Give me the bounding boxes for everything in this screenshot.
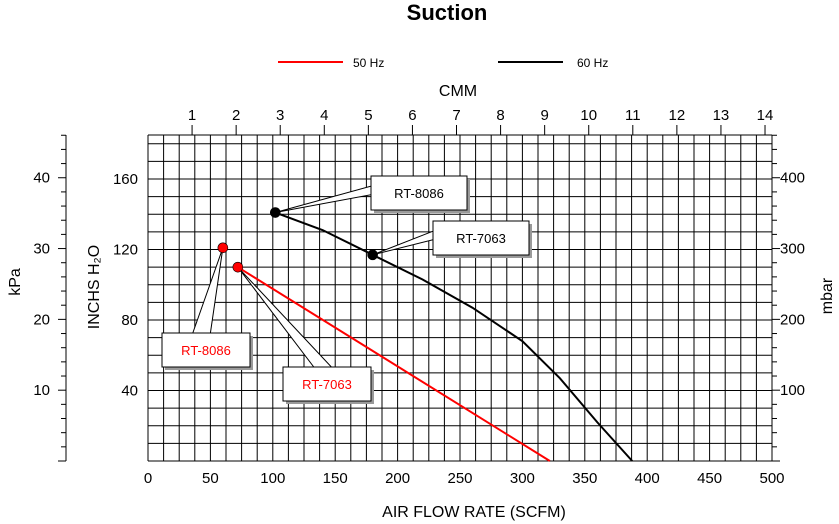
mbar-tick-label: 300 [780, 241, 805, 258]
x2-tick-label: 14 [757, 107, 774, 124]
x-tick-label: 200 [385, 470, 410, 487]
y-tick-label: 80 [121, 312, 138, 329]
series [237, 211, 633, 462]
x2-tick-label: 13 [713, 107, 730, 124]
callout-box [282, 366, 372, 402]
chart-title: Suction [407, 0, 488, 25]
x2-tick-label: 9 [540, 107, 548, 124]
y-tick-label: 120 [113, 242, 138, 259]
x2-tick-label: 6 [408, 107, 416, 124]
legend: 50 Hz 60 Hz [278, 56, 608, 70]
callout-label: RT-7063 [456, 231, 506, 246]
data-point-rt-7063 [232, 261, 244, 273]
x2-tick-label: 2 [232, 107, 240, 124]
mbar-tick-label: 400 [780, 170, 805, 187]
callouts: RT-8086 RT-7063 RT-8086 RT-7063 [161, 175, 532, 404]
y-tick-label: 160 [113, 171, 138, 188]
series-line-50-hz [237, 266, 551, 462]
x2-tick-label: 3 [276, 107, 284, 124]
callout-rt-8086-60-hz: RT-8086 [275, 175, 470, 214]
legend-label-60hz: 60 Hz [577, 56, 608, 70]
callout-label: RT-8086 [181, 343, 231, 358]
kpa-tick-label: 40 [33, 170, 50, 187]
y-tick-label: 40 [121, 383, 138, 400]
x-tick-label: 250 [447, 470, 472, 487]
kpa-tick-label: 10 [33, 382, 50, 399]
kpa-tick-label: 30 [33, 241, 50, 258]
x-tick-label: 0 [144, 470, 152, 487]
x2-tick-label: 12 [669, 107, 686, 124]
callout-box [370, 175, 468, 211]
callout-rt-8086-50-hz: RT-8086 [161, 247, 253, 370]
mbar-tick-label: 200 [780, 311, 805, 328]
x-tick-label: 300 [510, 470, 535, 487]
data-point-rt-7063 [367, 249, 378, 261]
callout-rt-7063-60-hz: RT-7063 [372, 220, 532, 258]
callout-leader [275, 185, 372, 214]
callout-label: RT-7063 [302, 377, 352, 392]
x2-tick-label: 5 [364, 107, 372, 124]
x-axis-label: AIR FLOW RATE (SCFM) [382, 504, 566, 521]
kpa-tick-label: 20 [33, 311, 50, 328]
callout-rt-7063-50-hz: RT-7063 [237, 266, 374, 404]
x2-axis-label: CMM [439, 83, 477, 100]
x2-tick-label: 8 [496, 107, 504, 124]
mbar-axis-label: mbar [819, 277, 836, 314]
x2-tick-label: 11 [625, 107, 641, 124]
callout-label: RT-8086 [394, 186, 444, 201]
x-tick-label: 400 [635, 470, 660, 487]
data-point-rt-8086 [217, 242, 229, 254]
mbar-tick-label: 100 [780, 382, 805, 399]
x-tick-label: 500 [759, 470, 784, 487]
x2-tick-label: 10 [580, 107, 597, 124]
x2-tick-label: 1 [188, 107, 196, 124]
kpa-axis-label: kPa [7, 268, 24, 296]
x2-tick-label: 4 [320, 107, 328, 124]
data-point-rt-8086 [269, 207, 281, 218]
legend-label-50hz: 50 Hz [353, 56, 384, 70]
series-line-60-hz [274, 211, 633, 462]
callout-box [432, 220, 530, 256]
x-tick-label: 450 [697, 470, 722, 487]
x2-tick-label: 7 [452, 107, 460, 124]
x-tick-label: 350 [572, 470, 597, 487]
y-axis-label: INCHS H₂O [86, 245, 103, 329]
callout-box [161, 332, 251, 368]
grid [147, 134, 773, 462]
x-tick-label: 50 [202, 470, 219, 487]
x-tick-label: 150 [323, 470, 348, 487]
x-tick-label: 100 [260, 470, 285, 487]
